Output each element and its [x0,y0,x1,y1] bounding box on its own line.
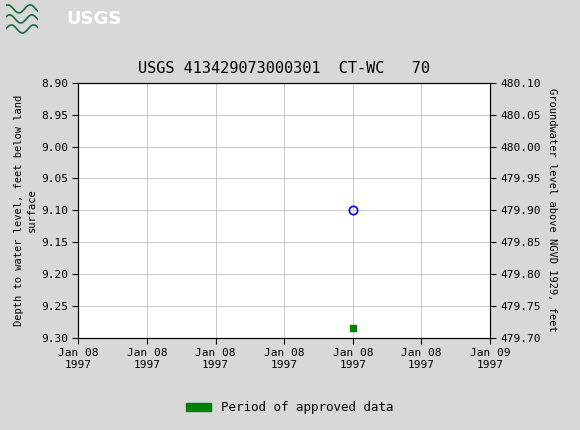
Title: USGS 413429073000301  CT-WC   70: USGS 413429073000301 CT-WC 70 [138,61,430,76]
Y-axis label: Depth to water level, feet below land
surface: Depth to water level, feet below land su… [13,95,37,326]
Legend: Period of approved data: Period of approved data [181,396,399,419]
Y-axis label: Groundwater level above NGVD 1929, feet: Groundwater level above NGVD 1929, feet [546,89,557,332]
Text: USGS: USGS [67,10,122,28]
